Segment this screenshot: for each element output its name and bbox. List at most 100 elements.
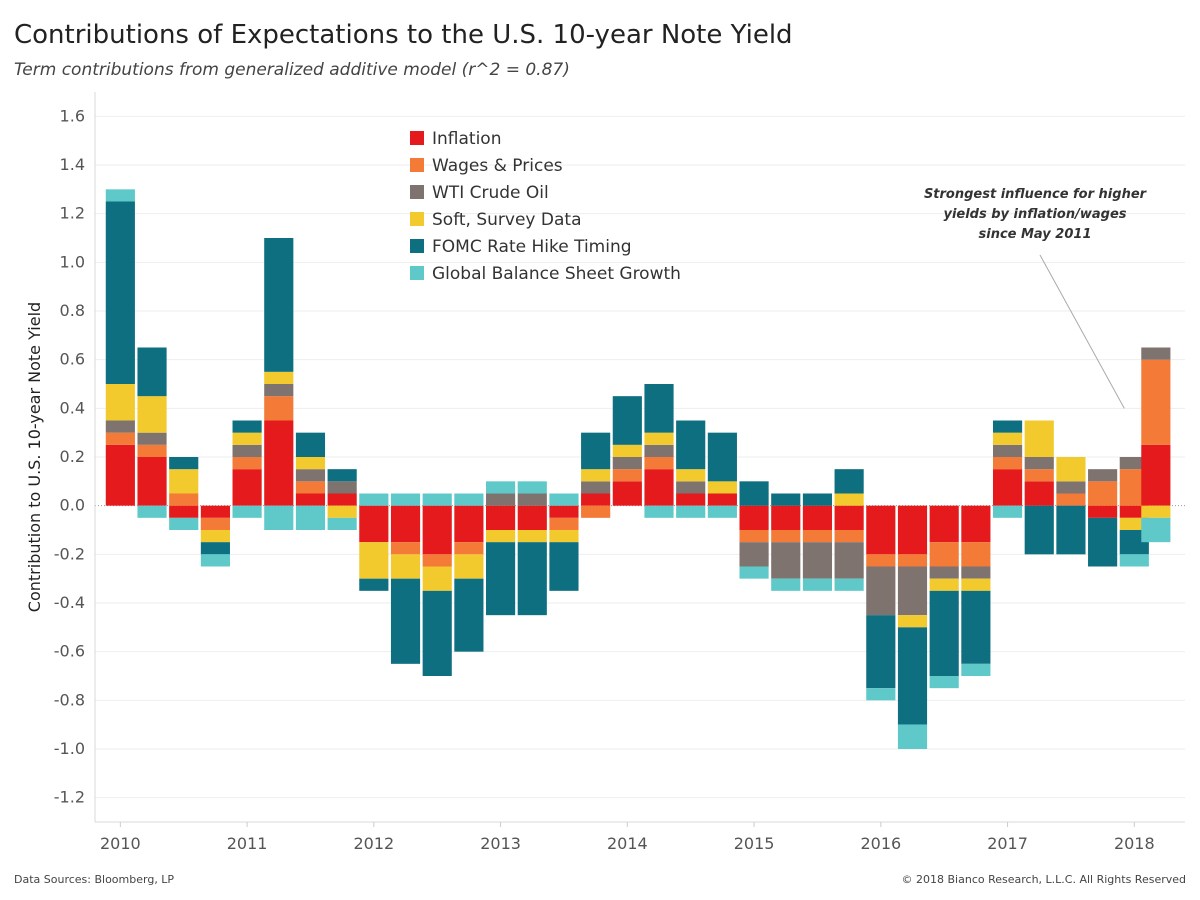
bar-segment-soft-survey-data (327, 505, 357, 518)
bar-segment-inflation (359, 505, 389, 543)
bar-segment-global-balance-sheet-growth (105, 189, 135, 202)
bar-segment-soft-survey-data (1141, 505, 1171, 518)
y-tick-label: 1.4 (60, 155, 85, 174)
bar-segment-wages-prices (1088, 481, 1118, 506)
bar-segment-fomc-rate-hike-timing (359, 578, 389, 591)
bar-segment-global-balance-sheet-growth (169, 517, 199, 530)
bar-segment-fomc-rate-hike-timing (295, 432, 326, 457)
bar-segment-wages-prices (1024, 469, 1054, 482)
bar-segment-wages-prices (200, 517, 230, 530)
legend-label: Inflation (432, 129, 501, 149)
bar-segment-wti-crude-oil (771, 542, 801, 579)
bar-segment-global-balance-sheet-growth (549, 493, 579, 506)
bar-segment-fomc-rate-hike-timing (802, 493, 833, 506)
bar-segment-wti-crude-oil (644, 444, 674, 457)
y-tick-label: 1.2 (60, 204, 85, 223)
bar-segment-inflation (1141, 444, 1171, 506)
bar-segment-global-balance-sheet-growth (200, 554, 230, 567)
bar-segment-inflation (802, 505, 833, 530)
bar-segment-soft-survey-data (295, 457, 326, 470)
bar-segment-soft-survey-data (834, 493, 864, 506)
bar-segment-fomc-rate-hike-timing (200, 542, 230, 555)
bar-segment-soft-survey-data (359, 542, 389, 579)
bar-segment-soft-survey-data (581, 469, 611, 482)
bar-segment-global-balance-sheet-growth (359, 493, 389, 506)
bar-segment-wti-crude-oil (517, 493, 547, 506)
bar-segment-inflation (1024, 481, 1054, 506)
bar-segment-global-balance-sheet-growth (1141, 517, 1171, 543)
x-tick-label: 2014 (607, 834, 648, 853)
bar-segment-fomc-rate-hike-timing (707, 432, 737, 482)
bar-segment-fomc-rate-hike-timing (897, 627, 928, 725)
bar-segment-wti-crude-oil (612, 457, 642, 470)
legend-swatch (410, 185, 424, 199)
bar-segment-inflation (264, 420, 294, 506)
bar-segment-wages-prices (897, 554, 928, 567)
bar-segment-fomc-rate-hike-timing (961, 590, 991, 664)
bar-segment-wti-crude-oil (929, 566, 959, 579)
bar-segment-soft-survey-data (1024, 420, 1054, 457)
y-tick-label: 0.2 (60, 447, 85, 466)
annotation-text: yields by inflation/wages (943, 207, 1126, 222)
bar-segment-wages-prices (549, 517, 579, 530)
bar-segment-wages-prices (422, 554, 452, 567)
bar-segment-global-balance-sheet-growth (295, 505, 326, 530)
bar-segment-inflation (486, 505, 516, 530)
bar-segment-global-balance-sheet-growth (834, 578, 864, 591)
bar-segment-wages-prices (802, 530, 833, 543)
copyright: © 2018 Bianco Research, L.L.C. All Right… (901, 873, 1186, 886)
bar-segment-global-balance-sheet-growth (961, 663, 991, 676)
bar-segment-fomc-rate-hike-timing (1024, 505, 1054, 555)
bar-segment-soft-survey-data (137, 396, 167, 433)
y-tick-label: 0.4 (60, 398, 85, 417)
bar-segment-wages-prices (137, 444, 167, 457)
bar-segment-inflation (200, 505, 230, 518)
bar-segment-global-balance-sheet-growth (390, 493, 421, 506)
legend-label: WTI Crude Oil (432, 183, 549, 203)
bar-segment-inflation (422, 505, 452, 555)
bar-segment-fomc-rate-hike-timing (1088, 517, 1118, 567)
bar-segment-wages-prices (992, 457, 1023, 470)
chart-title: Contributions of Expectations to the U.S… (14, 20, 793, 50)
bar-segment-fomc-rate-hike-timing (422, 590, 452, 676)
bar-segment-wages-prices (454, 542, 484, 555)
bar-segment-global-balance-sheet-growth (707, 505, 737, 518)
bar-segment-global-balance-sheet-growth (486, 481, 516, 494)
bar-segment-wages-prices (390, 542, 421, 555)
legend-swatch (410, 212, 424, 226)
x-tick-label: 2010 (100, 834, 141, 853)
y-tick-label: 1.0 (60, 252, 85, 271)
x-tick-label: 2017 (987, 834, 1028, 853)
bar-segment-fomc-rate-hike-timing (581, 432, 611, 470)
bar-segment-fomc-rate-hike-timing (486, 542, 516, 616)
bar-segment-fomc-rate-hike-timing (1056, 505, 1086, 555)
bar-segment-fomc-rate-hike-timing (454, 578, 484, 652)
bar-segment-global-balance-sheet-growth (771, 578, 801, 591)
legend-swatch (410, 158, 424, 172)
bar-segment-inflation (676, 493, 706, 506)
bar-segment-global-balance-sheet-growth (929, 676, 959, 689)
bar-segment-wti-crude-oil (581, 481, 611, 494)
legend-swatch (410, 266, 424, 280)
bar-segment-fomc-rate-hike-timing (105, 201, 135, 384)
bar-segment-wti-crude-oil (232, 444, 262, 457)
y-tick-label: -1.2 (54, 788, 85, 807)
x-tick-label: 2011 (227, 834, 268, 853)
bar-segment-inflation (295, 493, 326, 506)
bar-segment-fomc-rate-hike-timing (866, 615, 896, 689)
bar-segment-global-balance-sheet-growth (454, 493, 484, 506)
bar-segment-inflation (327, 493, 357, 506)
bar-segment-wti-crude-oil (327, 481, 357, 494)
y-tick-label: 0.6 (60, 350, 85, 369)
legend-swatch (410, 239, 424, 253)
bar-segment-inflation (644, 469, 674, 506)
bar-segment-wti-crude-oil (486, 493, 516, 506)
bar-segment-soft-survey-data (422, 566, 452, 591)
bar-segment-global-balance-sheet-growth (866, 688, 896, 701)
bar-segment-global-balance-sheet-growth (644, 505, 674, 518)
bar-segment-inflation (707, 493, 737, 506)
bar-segment-fomc-rate-hike-timing (739, 481, 769, 506)
bar-segment-soft-survey-data (992, 432, 1023, 445)
x-tick-label: 2018 (1114, 834, 1155, 853)
annotation-pointer (1039, 254, 1125, 409)
